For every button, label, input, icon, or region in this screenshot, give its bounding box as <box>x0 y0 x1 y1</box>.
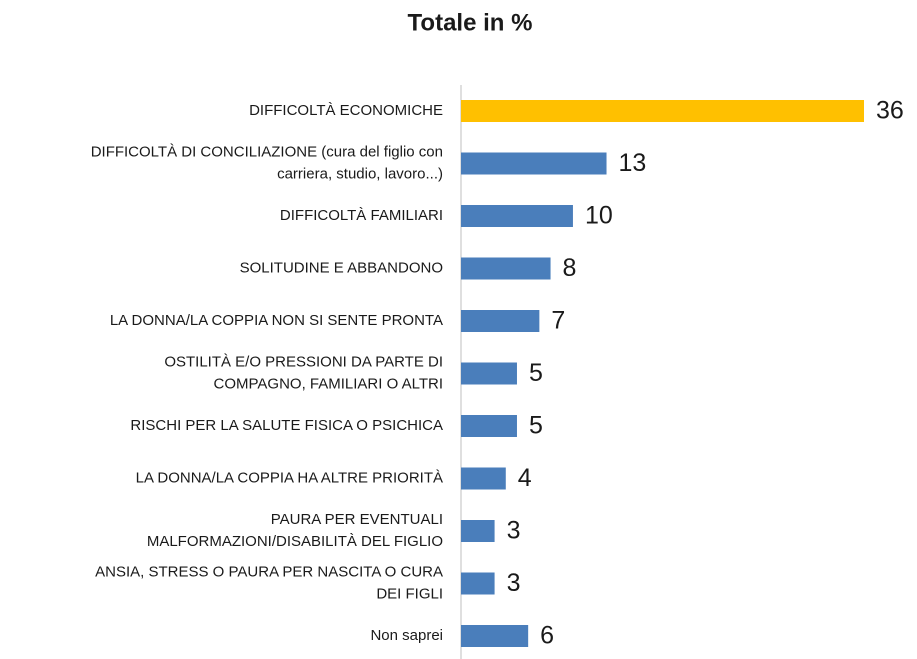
value-label: 13 <box>619 149 647 177</box>
category-label: DIFFICOLTÀ ECONOMICHE <box>249 102 443 119</box>
category-label: RISCHI PER LA SALUTE FISICA O PSICHICA <box>130 417 443 434</box>
category-label: LA DONNA/LA COPPIA HA ALTRE PRIORITÀ <box>136 469 443 486</box>
bar <box>461 572 495 595</box>
value-label: 4 <box>518 464 532 492</box>
category-label: DIFFICOLTÀ DI CONCILIAZIONE (cura del fi… <box>91 143 443 182</box>
bar <box>461 310 540 332</box>
bar <box>461 152 607 175</box>
bar <box>461 520 495 542</box>
value-label: 6 <box>540 622 554 650</box>
bar <box>461 625 529 647</box>
value-label: 5 <box>529 359 543 387</box>
bar <box>461 362 517 385</box>
bar <box>461 100 864 122</box>
value-label: 7 <box>551 307 565 335</box>
chart-title: Totale in % <box>408 9 533 36</box>
value-label: 8 <box>563 254 577 282</box>
category-label: LA DONNA/LA COPPIA NON SI SENTE PRONTA <box>110 312 443 329</box>
category-label: PAURA PER EVENTUALI MALFORMAZIONI/DISABIL… <box>147 511 443 550</box>
bar <box>461 467 506 490</box>
value-label: 36 <box>876 97 904 125</box>
value-label: 3 <box>507 517 521 545</box>
bar <box>461 205 573 227</box>
category-label: OSTILITÀ E/O PRESSIONI DA PARTE DI COMPAG… <box>164 353 443 392</box>
value-label: 3 <box>507 569 521 597</box>
bar <box>461 415 517 437</box>
bar <box>461 257 551 280</box>
category-label: DIFFICOLTÀ FAMILIARI <box>280 207 443 224</box>
category-label: Non saprei <box>370 627 443 644</box>
category-label: SOLITUDINE E ABBANDONO <box>240 259 443 276</box>
category-label: ANSIA, STRESS O PAURA PER NASCITA O CURA… <box>95 563 443 602</box>
value-label: 10 <box>585 202 613 230</box>
value-label: 5 <box>529 412 543 440</box>
